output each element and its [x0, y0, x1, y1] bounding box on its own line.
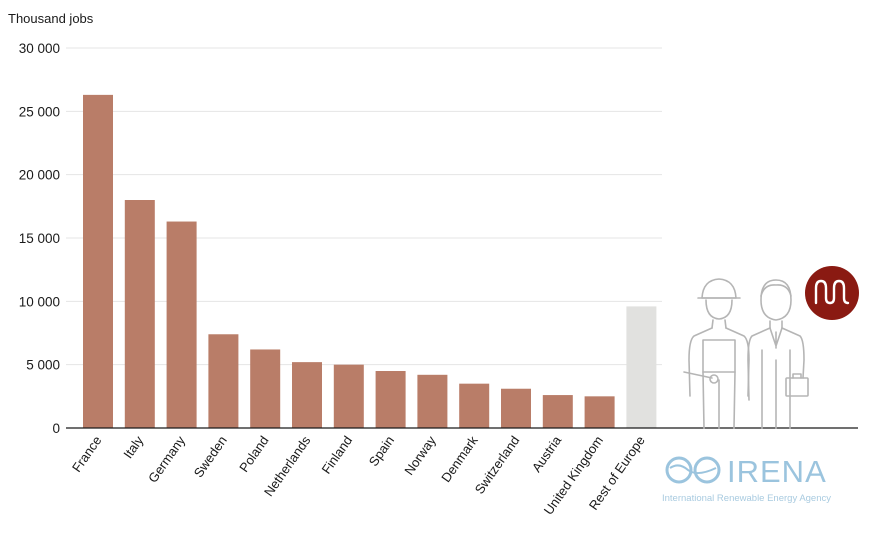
bar-norway	[417, 374, 448, 428]
bar-switzerland	[501, 388, 531, 428]
y-tick-label: 0	[52, 421, 60, 436]
x-tick-label: Poland	[236, 433, 272, 475]
x-tick-label: Norway	[401, 433, 439, 478]
x-tick-label: Denmark	[438, 433, 481, 485]
y-tick-label: 30 000	[19, 41, 60, 56]
x-tick-label: Italy	[120, 433, 146, 462]
bar-netherlands	[292, 362, 322, 428]
x-tick-label: Finland	[319, 433, 356, 477]
bar-poland	[250, 349, 281, 428]
irena-logo: IRENA International Renewable Energy Age…	[662, 454, 831, 504]
bar-denmark	[459, 383, 490, 428]
gridlines	[66, 47, 662, 366]
bars	[83, 94, 657, 428]
y-axis-ticks: 0 5 000 10 000 15 000 20 000 25 000 30 000	[19, 41, 60, 436]
bar-france	[83, 94, 113, 428]
bar-finland	[333, 364, 364, 428]
y-tick-label: 20 000	[19, 168, 60, 183]
x-tick-label: France	[69, 433, 104, 475]
hydropower-icon	[805, 266, 859, 320]
bar-united-kingdom	[584, 396, 615, 428]
y-tick-label: 5 000	[26, 358, 60, 373]
y-tick-label: 10 000	[19, 294, 60, 309]
bar-italy	[124, 200, 155, 428]
bar-sweden	[208, 334, 239, 428]
bar-austria	[542, 395, 573, 428]
logo-subtitle: International Renewable Energy Agency	[662, 493, 831, 504]
bar-spain	[375, 371, 406, 428]
logo-wordmark: IRENA	[727, 454, 827, 489]
workers-icon	[683, 278, 809, 429]
y-tick-label: 25 000	[19, 104, 60, 119]
bar-germany	[166, 221, 197, 428]
y-tick-label: 15 000	[19, 231, 60, 246]
x-tick-label: Germany	[145, 433, 188, 486]
bar-rest-of-europe	[626, 306, 657, 428]
x-tick-label: Sweden	[191, 433, 230, 480]
globe-icon	[665, 456, 721, 484]
y-axis-label: Thousand jobs	[8, 11, 94, 26]
x-tick-label: Austria	[529, 432, 565, 474]
x-tick-label: Spain	[366, 433, 397, 469]
